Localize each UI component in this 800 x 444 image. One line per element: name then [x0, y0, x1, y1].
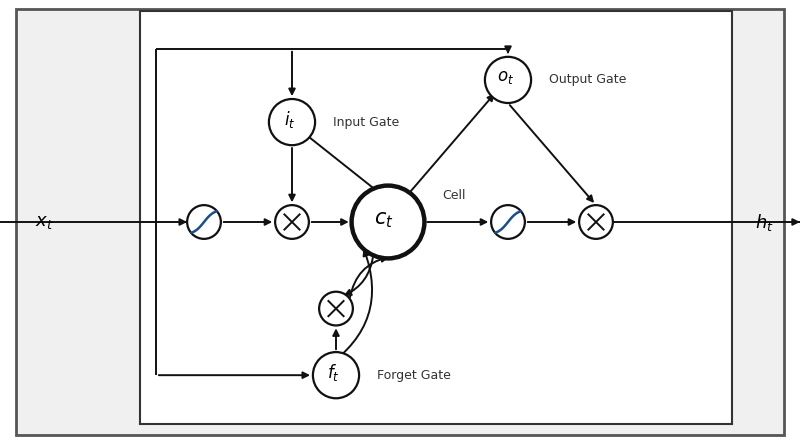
Circle shape	[313, 352, 359, 398]
Circle shape	[269, 99, 315, 145]
Text: $o_t$: $o_t$	[498, 69, 514, 86]
Text: $h_t$: $h_t$	[754, 211, 774, 233]
Circle shape	[579, 205, 613, 239]
Text: $x_t$: $x_t$	[34, 213, 54, 231]
FancyBboxPatch shape	[16, 9, 784, 435]
Text: $c_t$: $c_t$	[374, 210, 394, 230]
Circle shape	[187, 205, 221, 239]
Text: $f_t$: $f_t$	[327, 362, 340, 384]
Circle shape	[351, 186, 425, 258]
Text: Input Gate: Input Gate	[333, 115, 399, 129]
Text: Cell: Cell	[442, 189, 466, 202]
FancyBboxPatch shape	[140, 11, 732, 424]
Circle shape	[491, 205, 525, 239]
Text: Forget Gate: Forget Gate	[377, 369, 450, 382]
Text: $i_t$: $i_t$	[284, 109, 295, 131]
Circle shape	[485, 57, 531, 103]
Circle shape	[275, 205, 309, 239]
Text: Output Gate: Output Gate	[549, 73, 626, 87]
Circle shape	[319, 292, 353, 325]
